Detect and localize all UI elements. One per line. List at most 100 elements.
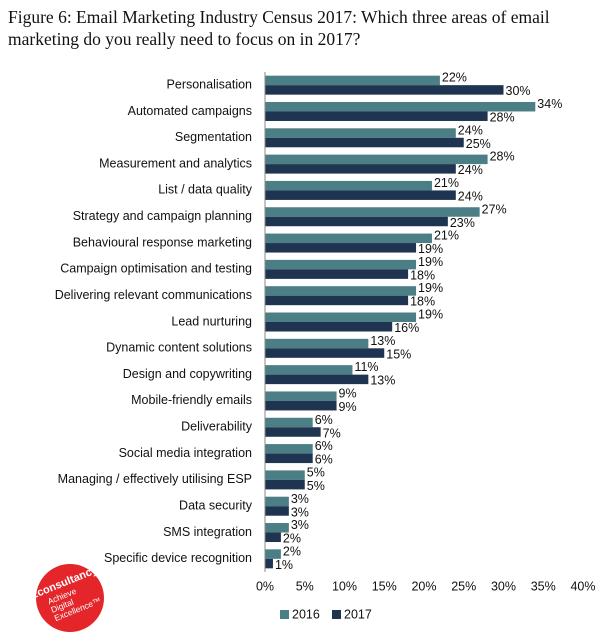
y-tick-label: Personalisation [167, 77, 253, 91]
bar [265, 453, 313, 464]
y-tick-label: Automated campaigns [128, 104, 252, 118]
bar [265, 558, 273, 569]
bar [265, 348, 385, 358]
bar [265, 374, 369, 385]
logo: Econsultancy Achieve Digital Excellence™ [29, 564, 104, 632]
bar [265, 190, 456, 200]
y-tick-label: Specific device recognition [104, 551, 252, 565]
bar [265, 259, 417, 270]
y-tick-label: Social media integration [119, 446, 252, 460]
value-label: 18% [410, 268, 435, 282]
value-label: 28% [490, 111, 515, 125]
value-label: 13% [370, 374, 395, 388]
bar [265, 479, 305, 490]
bar [265, 496, 289, 507]
value-label: 28% [490, 150, 515, 164]
bar [265, 75, 440, 86]
bar [265, 400, 337, 411]
value-label: 19% [418, 308, 443, 322]
y-tick-label: Data security [179, 499, 253, 513]
bar [265, 101, 536, 112]
bar [265, 243, 417, 253]
bar [265, 216, 448, 227]
y-tick-label: Campaign optimisation and testing [60, 262, 252, 276]
legend-label: 2016 [292, 607, 320, 621]
y-tick-label: Strategy and campaign planning [73, 209, 252, 223]
bar [265, 322, 393, 332]
bar [265, 365, 353, 375]
y-tick-label: Measurement and analytics [99, 156, 252, 170]
value-label: 24% [458, 123, 483, 137]
value-label: 9% [339, 400, 357, 414]
bar [265, 549, 281, 559]
bar [265, 207, 480, 217]
bar [265, 233, 432, 244]
x-tick-label: 30% [491, 579, 516, 593]
value-label: 19% [418, 255, 443, 269]
y-tick-label: Behavioural response marketing [73, 235, 252, 249]
value-label: 7% [323, 426, 341, 440]
y-tick-label: Design and copywriting [123, 367, 252, 381]
y-tick-label: Deliverability [181, 420, 253, 434]
bar [265, 164, 456, 174]
value-label: 3% [291, 505, 309, 519]
y-tick-label: Lead nurturing [171, 314, 252, 328]
x-tick-label: 40% [570, 579, 595, 593]
value-label: 2% [283, 544, 301, 558]
bar [265, 444, 313, 454]
bar [265, 137, 464, 148]
value-label: 24% [458, 189, 483, 203]
value-label: 5% [307, 465, 325, 479]
value-label: 5% [307, 479, 325, 493]
legend-swatch [280, 610, 289, 619]
bar [265, 532, 281, 543]
bar [265, 427, 321, 437]
bar [265, 417, 313, 428]
y-tick-label: Mobile-friendly emails [131, 393, 252, 407]
bar [265, 85, 504, 95]
x-tick-label: 5% [296, 579, 314, 593]
value-label: 6% [315, 413, 333, 427]
x-tick-label: 15% [372, 579, 397, 593]
y-tick-label: List / data quality [158, 183, 253, 197]
value-label: 27% [482, 202, 507, 216]
value-label: 19% [418, 242, 443, 256]
value-label: 11% [354, 360, 378, 374]
value-label: 15% [386, 347, 411, 361]
value-label: 6% [315, 453, 333, 467]
value-label: 18% [410, 295, 435, 309]
value-label: 30% [506, 84, 531, 98]
bar [265, 506, 289, 516]
legend-label: 2017 [344, 607, 372, 621]
bar [265, 523, 289, 533]
y-tick-label: Managing / effectively utilising ESP [58, 472, 252, 486]
value-label: 3% [291, 492, 309, 506]
bar [265, 286, 417, 296]
value-label: 16% [394, 321, 419, 335]
value-label: 22% [442, 71, 467, 85]
y-tick-label: Delivering relevant communications [55, 288, 252, 302]
bar [265, 391, 337, 401]
bar [265, 128, 456, 138]
bar [265, 180, 432, 191]
y-tick-label: Segmentation [175, 130, 252, 144]
legend-swatch [332, 610, 341, 619]
value-label: 2% [283, 532, 301, 546]
value-label: 1% [275, 558, 293, 572]
value-label: 19% [418, 281, 443, 295]
value-label: 21% [434, 229, 459, 243]
value-label: 13% [370, 334, 395, 348]
chart-title: Figure 6: Email Marketing Industry Censu… [8, 7, 550, 49]
value-label: 23% [450, 216, 475, 230]
value-label: 34% [537, 97, 562, 111]
value-label: 24% [458, 163, 483, 177]
bar [265, 154, 488, 165]
value-label: 9% [339, 386, 357, 400]
bar [265, 111, 488, 121]
y-tick-label: SMS integration [163, 525, 252, 539]
x-tick-label: 35% [531, 579, 556, 593]
x-tick-label: 10% [332, 579, 357, 593]
bar [265, 338, 369, 349]
bar [265, 295, 409, 306]
